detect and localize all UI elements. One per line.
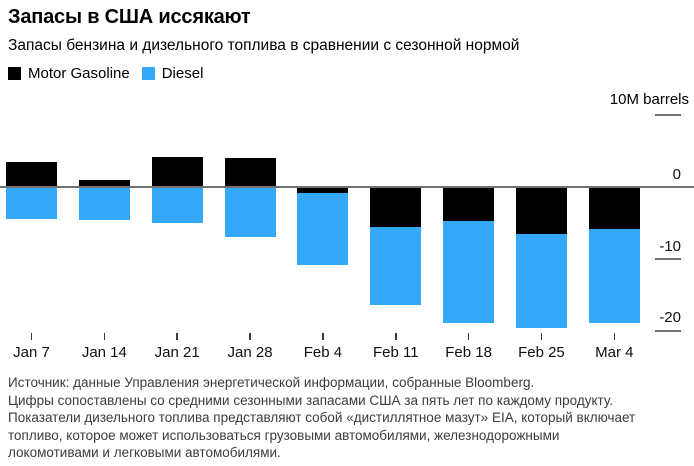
x-tick-feb-25 bbox=[540, 333, 543, 340]
bar-motor-gasoline-feb-25 bbox=[515, 187, 567, 234]
motor-gasoline-swatch-icon bbox=[8, 67, 21, 80]
x-tick-mar-4 bbox=[613, 333, 616, 340]
x-tick-jan-21 bbox=[176, 333, 178, 340]
x-tick-jan-28 bbox=[249, 333, 251, 340]
y-tick-label-minus20: -20 bbox=[659, 309, 681, 326]
source-note-line-2: Цифры сопоставлены со средними сезонными… bbox=[8, 392, 614, 408]
y-tick-label-minus10: -10 bbox=[659, 238, 681, 255]
legend-item-diesel: Diesel bbox=[141, 65, 204, 82]
x-tick-jan-7 bbox=[30, 333, 33, 340]
source-note: Источник: данные Управления энергетическ… bbox=[8, 374, 686, 462]
bar-diesel-mar-4 bbox=[588, 229, 640, 324]
bar-motor-gasoline-feb-11 bbox=[370, 187, 422, 228]
bar-diesel-feb-4 bbox=[297, 192, 349, 266]
y-tick-minus10 bbox=[655, 257, 681, 260]
stacked-bar-chart: 0 -10 -20 Jan 7 Jan 14 Jan 21 Jan 28 Feb 4 Fe… bbox=[0, 110, 694, 370]
x-tick-feb-18 bbox=[467, 333, 470, 340]
source-note-line-3: Показатели дизельного топлива представля… bbox=[8, 410, 636, 426]
bar-motor-gasoline-feb-18 bbox=[443, 187, 495, 221]
x-axis-label-jan-28: Jan 28 bbox=[227, 344, 273, 361]
x-axis-label-mar-4: Mar 4 bbox=[595, 344, 634, 361]
bar-motor-gasoline-jan-7 bbox=[6, 161, 57, 187]
chart-subtitle: Запасы бензина и дизельного топлива в ср… bbox=[8, 37, 520, 54]
x-tick-feb-11 bbox=[395, 333, 397, 340]
bar-diesel-feb-11 bbox=[370, 227, 422, 305]
source-note-line-4: топливо, которое может использоваться гр… bbox=[8, 427, 560, 443]
x-axis-label-jan-14: Jan 14 bbox=[81, 344, 127, 361]
x-tick-feb-4 bbox=[322, 333, 324, 340]
x-axis-label-feb-11: Feb 11 bbox=[372, 344, 419, 361]
bars-container: Jan 7 Jan 14 Jan 21 Jan 28 Feb 4 Feb 11 Feb 18… bbox=[0, 110, 694, 370]
bar-diesel-jan-21 bbox=[151, 187, 203, 223]
y-tick-minus20 bbox=[655, 329, 681, 332]
bar-diesel-jan-14 bbox=[78, 187, 130, 220]
legend-label: Motor Gasoline bbox=[28, 65, 130, 82]
x-axis-label-feb-18: Feb 18 bbox=[445, 344, 492, 361]
bar-motor-gasoline-jan-21 bbox=[151, 156, 203, 187]
legend-label: Diesel bbox=[161, 65, 204, 82]
x-axis-label-jan-21: Jan 21 bbox=[154, 344, 200, 361]
x-axis-label-jan-7: Jan 7 bbox=[13, 344, 50, 361]
bar-diesel-feb-25 bbox=[515, 233, 567, 329]
bar-motor-gasoline-mar-4 bbox=[588, 187, 640, 230]
bar-diesel-feb-18 bbox=[443, 220, 495, 324]
x-axis-label-feb-25: Feb 25 bbox=[518, 344, 565, 361]
source-note-line-1: Источник: данные Управления энергетическ… bbox=[8, 375, 535, 390]
page-title: Запасы в США иссякают bbox=[8, 6, 251, 28]
legend-item-motor-gasoline: Motor Gasoline bbox=[8, 65, 130, 82]
bar-motor-gasoline-jan-28 bbox=[224, 157, 276, 187]
bar-motor-gasoline-jan-14 bbox=[78, 179, 130, 187]
x-axis-label-feb-4: Feb 4 bbox=[303, 344, 343, 361]
bar-diesel-jan-28 bbox=[224, 187, 276, 237]
bar-motor-gasoline-feb-4 bbox=[297, 187, 349, 193]
source-note-line-5: локомотивами и легковыми автомобилями. bbox=[8, 445, 281, 461]
y-tick-label-0: 0 bbox=[672, 166, 681, 183]
zero-baseline bbox=[0, 186, 694, 188]
y-axis-unit-label: 10M barrels bbox=[609, 91, 689, 108]
y-tick-plus10 bbox=[655, 114, 681, 116]
x-tick-jan-14 bbox=[103, 333, 106, 340]
chart-legend: Motor Gasoline Diesel bbox=[8, 65, 203, 82]
diesel-swatch-icon bbox=[141, 67, 155, 80]
bar-diesel-jan-7 bbox=[6, 187, 57, 220]
